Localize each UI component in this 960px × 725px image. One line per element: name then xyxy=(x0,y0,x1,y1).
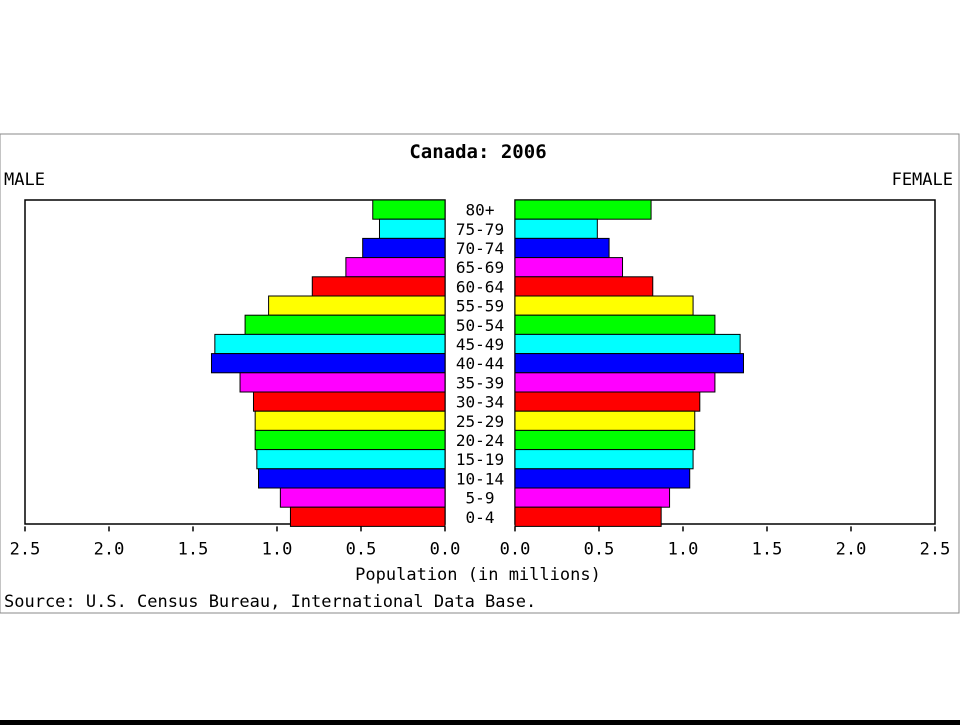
age-label-30-34: 30-34 xyxy=(456,393,504,412)
chart-title: Canada: 2006 xyxy=(409,141,546,163)
bar-female-50-54 xyxy=(514,314,716,335)
source-note: Source: U.S. Census Bureau, Internationa… xyxy=(4,592,536,612)
x-tick-label-female: 2.0 xyxy=(836,539,867,559)
age-label-10-14: 10-14 xyxy=(456,469,504,488)
age-label-55-59: 55-59 xyxy=(456,297,504,316)
x-tick-label-male: 2.5 xyxy=(10,539,41,559)
bar-male-5-9 xyxy=(279,487,446,508)
age-label-65-69: 65-69 xyxy=(456,258,504,277)
bar-male-45-49 xyxy=(214,333,446,355)
x-tick-label-female: 0.0 xyxy=(500,539,531,559)
x-axis-label: Population (in millions) xyxy=(355,565,601,585)
age-label-80+: 80+ xyxy=(466,201,495,220)
bar-male-15-19 xyxy=(256,449,446,470)
age-label-70-74: 70-74 xyxy=(456,239,504,258)
bar-male-40-44 xyxy=(210,353,446,374)
age-labels-group: 80+75-7970-7465-6960-6455-5950-5445-4940… xyxy=(456,201,504,527)
x-tick-label-female: 0.5 xyxy=(584,539,615,559)
bar-male-20-24 xyxy=(254,429,446,451)
x-tick-label-female: 1.0 xyxy=(668,539,699,559)
bar-female-75-79 xyxy=(514,218,598,239)
bar-male-75-79 xyxy=(378,218,446,239)
x-tick-label-male: 1.5 xyxy=(178,539,209,559)
bar-male-0-4 xyxy=(289,506,446,527)
x-tick-label-male: 0.0 xyxy=(430,539,461,559)
bar-female-40-44 xyxy=(514,353,744,374)
bar-female-60-64 xyxy=(514,276,654,297)
age-label-20-24: 20-24 xyxy=(456,431,504,450)
age-label-45-49: 45-49 xyxy=(456,335,504,354)
age-label-60-64: 60-64 xyxy=(456,277,504,296)
age-label-25-29: 25-29 xyxy=(456,412,504,431)
age-label-5-9: 5-9 xyxy=(466,489,495,508)
bar-female-80+ xyxy=(514,199,652,220)
bar-male-30-34 xyxy=(252,391,446,412)
age-label-40-44: 40-44 xyxy=(456,354,504,373)
chart-frame xyxy=(0,133,960,614)
bar-male-65-69 xyxy=(345,257,446,278)
bar-male-70-74 xyxy=(362,237,446,259)
age-label-15-19: 15-19 xyxy=(456,450,504,469)
x-tick-label-female: 2.5 xyxy=(920,539,951,559)
x-tick-label-male: 1.0 xyxy=(262,539,293,559)
bar-male-50-54 xyxy=(244,314,446,335)
bar-male-25-29 xyxy=(254,410,446,431)
bar-female-45-49 xyxy=(514,333,741,355)
bar-female-15-19 xyxy=(514,449,694,470)
bar-female-5-9 xyxy=(514,487,671,508)
x-ticks-group: 2.5 2.0 1.5 1.0 0.5 0.0 0.0 0.5 1.0 1.5 2.0 2.5 xyxy=(10,526,951,559)
x-tick-label-male: 2.0 xyxy=(94,539,125,559)
bar-female-70-74 xyxy=(514,237,610,259)
bar-male-80+ xyxy=(372,199,446,220)
female-label: FEMALE xyxy=(892,170,953,190)
bar-female-20-24 xyxy=(514,429,696,451)
bars-group xyxy=(210,199,744,527)
age-label-50-54: 50-54 xyxy=(456,316,504,335)
bar-female-35-39 xyxy=(514,372,716,393)
bar-male-10-14 xyxy=(258,468,446,489)
bar-male-60-64 xyxy=(311,276,446,297)
male-label: MALE xyxy=(4,170,45,190)
x-tick-label-female: 1.5 xyxy=(752,539,783,559)
bar-male-55-59 xyxy=(268,295,446,316)
age-label-0-4: 0-4 xyxy=(466,508,495,527)
bar-female-10-14 xyxy=(514,468,691,489)
bar-female-25-29 xyxy=(514,410,696,431)
bar-male-35-39 xyxy=(239,372,446,393)
bar-female-65-69 xyxy=(514,257,624,278)
age-label-35-39: 35-39 xyxy=(456,373,504,392)
bar-female-55-59 xyxy=(514,295,694,316)
x-tick-label-male: 0.5 xyxy=(346,539,377,559)
bar-female-0-4 xyxy=(514,506,662,527)
bar-female-30-34 xyxy=(514,391,701,412)
age-label-75-79: 75-79 xyxy=(456,220,504,239)
